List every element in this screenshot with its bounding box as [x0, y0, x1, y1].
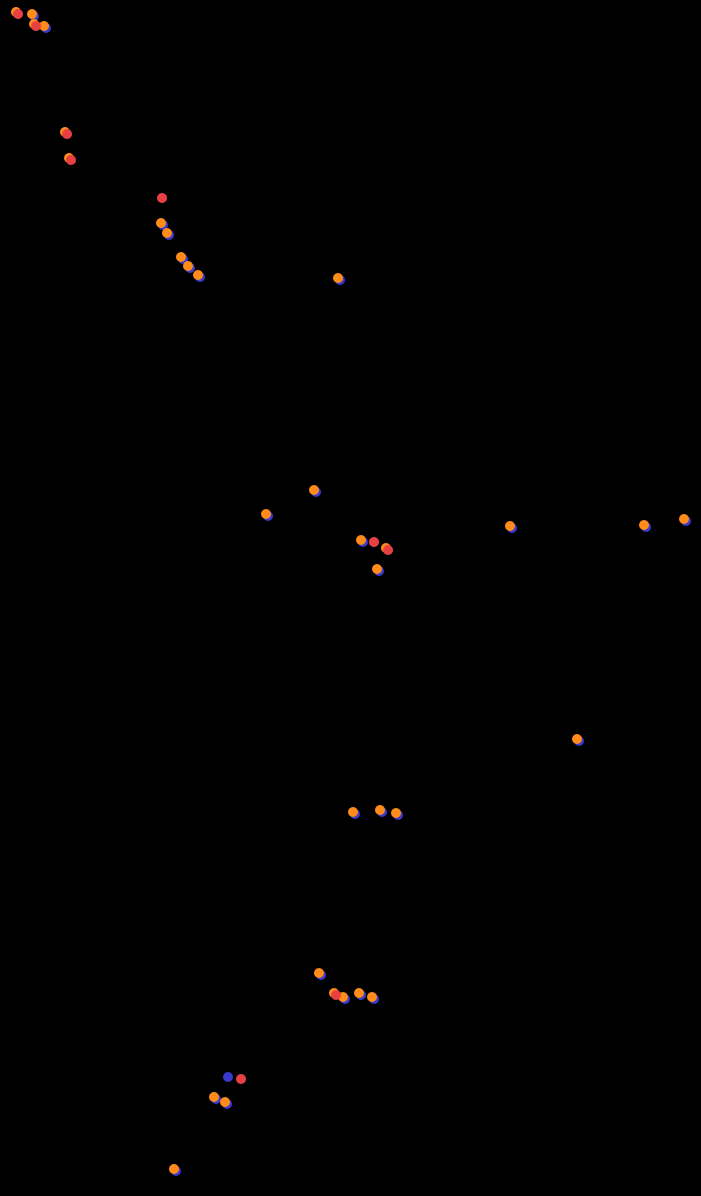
scatter-point-red: [66, 155, 76, 165]
scatter-point-orange: [367, 992, 377, 1002]
scatter-point-orange: [391, 808, 401, 818]
scatter-point-orange: [354, 988, 364, 998]
scatter-point-orange: [639, 520, 649, 530]
scatter-point-orange: [162, 228, 172, 238]
scatter-point-orange: [176, 252, 186, 262]
scatter-point-orange: [193, 270, 203, 280]
scatter-point-orange: [333, 273, 343, 283]
scatter-point-orange: [314, 968, 324, 978]
scatter-point-orange: [156, 218, 166, 228]
scatter-point-orange: [679, 514, 689, 524]
scatter-point-orange: [372, 564, 382, 574]
scatter-point-red: [369, 537, 379, 547]
scatter-point-orange: [375, 805, 385, 815]
scatter-point-orange: [169, 1164, 179, 1174]
scatter-point-orange: [356, 535, 366, 545]
scatter-point-red: [331, 990, 341, 1000]
scatter-point-orange: [261, 509, 271, 519]
scatter-point-orange: [505, 521, 515, 531]
scatter-point-orange: [572, 734, 582, 744]
scatter-point-red: [383, 545, 393, 555]
scatter-point-red: [157, 193, 167, 203]
scatter-point-orange: [183, 261, 193, 271]
scatter-point-blue: [223, 1072, 233, 1082]
scatter-point-red: [236, 1074, 246, 1084]
scatter-point-orange: [27, 9, 37, 19]
scatter-point-red: [62, 129, 72, 139]
scatter-point-orange: [209, 1092, 219, 1102]
scatter-point-red: [13, 9, 23, 19]
scatter-point-red: [31, 21, 41, 31]
scatter-point-orange: [309, 485, 319, 495]
scatter-plot: [0, 0, 701, 1196]
scatter-point-orange: [220, 1097, 230, 1107]
scatter-point-orange: [348, 807, 358, 817]
